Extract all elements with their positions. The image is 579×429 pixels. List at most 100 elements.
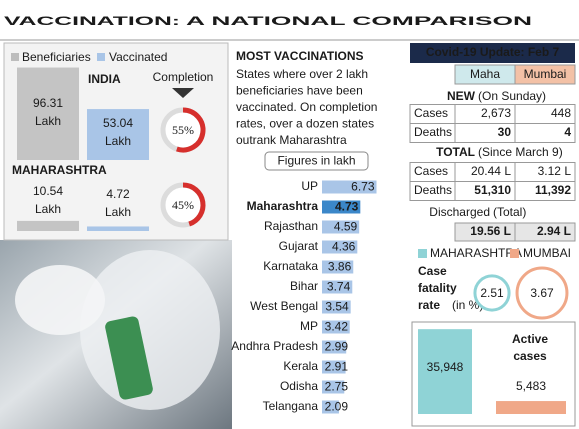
bar xyxy=(322,340,347,354)
coverage-unit: Lakh xyxy=(105,205,131,219)
section-heading: NEW xyxy=(447,89,476,103)
bar xyxy=(322,380,345,394)
section-heading: MOST VACCINATIONS xyxy=(236,49,364,63)
value-label: 4.36 xyxy=(332,240,356,254)
value-label: 3.74 xyxy=(327,280,351,294)
legend-swatch xyxy=(97,53,105,61)
category-label: Maharashtra xyxy=(247,199,319,213)
category-label: Odisha xyxy=(280,379,318,393)
row-label: Cases xyxy=(414,164,448,178)
fatality-value: 2.51 xyxy=(480,286,504,300)
update-header-bg xyxy=(410,43,575,63)
bar xyxy=(322,180,377,194)
category-label: MP xyxy=(300,319,318,333)
bar xyxy=(322,300,351,314)
cell-value: 51,310 xyxy=(474,183,511,197)
value-label: 2.99 xyxy=(325,340,349,354)
value-label: 3.42 xyxy=(325,320,349,334)
value-label: 2.09 xyxy=(325,400,349,414)
description-line: vaccinated. On completion xyxy=(236,100,377,114)
bar xyxy=(322,360,346,374)
fatality-label: rate xyxy=(418,298,440,312)
completion-arc xyxy=(176,107,206,153)
cell-value: 11,392 xyxy=(535,183,571,197)
fatality-circle xyxy=(515,266,569,320)
cell-value: 2.94 L xyxy=(537,224,571,238)
value-label: 4.73 xyxy=(335,200,359,214)
value-label: 6.73 xyxy=(351,180,375,194)
description-line: beneficiaries have been xyxy=(236,84,363,98)
active-bar xyxy=(418,329,472,414)
value-label: 2.91 xyxy=(325,360,349,374)
section-note: (Since March 9) xyxy=(478,145,563,159)
category-label: Andhra Pradesh xyxy=(231,339,318,353)
legend-label: Vaccinated xyxy=(109,50,167,64)
bar xyxy=(322,320,350,334)
bar xyxy=(322,280,353,294)
category-label: Rajasthan xyxy=(264,219,318,233)
description-line: outrank Maharashtra xyxy=(236,133,347,147)
active-value: 35,948 xyxy=(427,360,464,374)
cell-value: 2,673 xyxy=(481,106,511,120)
cell-value: 4 xyxy=(564,125,571,139)
photo-glove xyxy=(15,265,105,335)
legend-swatch xyxy=(418,249,427,258)
description-line: rates, over a dozen states xyxy=(236,117,374,131)
coverage-value: 4.72 xyxy=(106,187,130,201)
region-name: INDIA xyxy=(88,72,121,86)
coverage-unit: Lakh xyxy=(105,134,131,148)
completion-arc xyxy=(182,182,206,227)
active-heading: Active xyxy=(512,332,548,346)
legend-swatch xyxy=(11,53,19,61)
legend-swatch xyxy=(510,249,519,258)
cell-value: 448 xyxy=(551,106,571,120)
fatality-label: fatality xyxy=(418,281,457,295)
row-label: Cases xyxy=(414,106,448,120)
legend-label: MAHARASHTRA xyxy=(430,246,522,260)
title-lead: VACCINATION: xyxy=(4,14,180,28)
category-label: Kerala xyxy=(283,359,318,373)
column-header: Mumbai xyxy=(524,67,567,81)
category-label: Karnataka xyxy=(263,259,318,273)
cell-value: 3.12 L xyxy=(538,164,572,178)
fatality-label: Case xyxy=(418,264,447,278)
row-label: Deaths xyxy=(414,183,452,197)
region-name: MAHARASHTRA xyxy=(12,163,107,177)
cell-value: 20.44 L xyxy=(471,164,511,178)
fatality-value: 3.67 xyxy=(530,286,554,300)
category-label: Gujarat xyxy=(279,239,319,253)
column-header: Maha xyxy=(470,67,500,81)
bar xyxy=(322,200,361,214)
cell xyxy=(514,222,576,242)
coverage-bar xyxy=(87,226,149,231)
bar xyxy=(322,260,354,274)
category-label: West Bengal xyxy=(250,299,318,313)
active-bar xyxy=(496,401,566,414)
completion-heading: Completion xyxy=(153,70,214,84)
coverage-bar xyxy=(87,109,149,160)
active-heading: cases xyxy=(513,349,547,363)
bar xyxy=(322,400,339,414)
completion-label: 45% xyxy=(172,198,194,212)
fatality-circle xyxy=(473,274,511,312)
coverage-unit: Lakh xyxy=(35,202,61,216)
coverage-unit: Lakh xyxy=(35,114,61,128)
section-heading: TOTAL xyxy=(436,145,475,159)
completion-label: 55% xyxy=(172,123,194,137)
fatality-unit: (in %) xyxy=(452,298,483,312)
cell xyxy=(514,181,576,201)
section-note: (Total) xyxy=(493,205,526,219)
cell xyxy=(514,123,576,143)
coverage-value: 53.04 xyxy=(103,116,133,130)
category-label: Bihar xyxy=(290,279,318,293)
coverage-bar xyxy=(17,220,79,231)
section-note: (On Sunday) xyxy=(478,89,546,103)
update-header: Covid-19 Update: Feb 7 xyxy=(426,45,560,59)
cell-value: 30 xyxy=(498,125,512,139)
legend-label: MUMBAI xyxy=(523,246,571,260)
value-label: 2.75 xyxy=(325,380,349,394)
description-line: States where over 2 lakh xyxy=(236,67,368,81)
coverage-value: 96.31 xyxy=(33,96,63,110)
pointer xyxy=(172,88,194,98)
